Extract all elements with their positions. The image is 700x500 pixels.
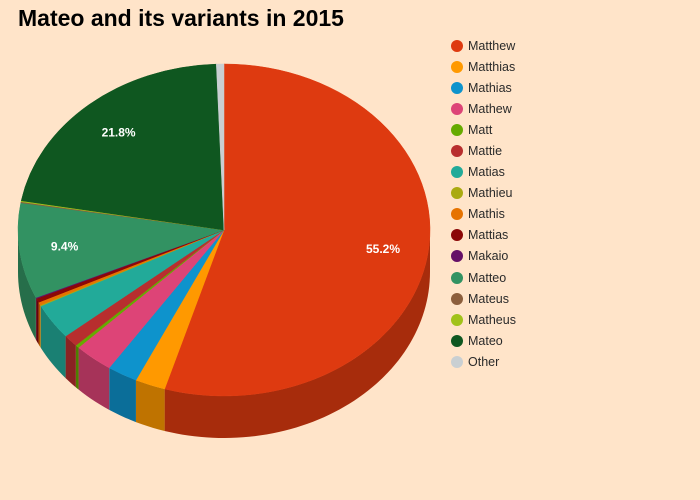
legend-item-other[interactable]: Other xyxy=(451,351,516,372)
legend-item-mathias[interactable]: Mathias xyxy=(451,77,516,98)
legend-swatch xyxy=(451,229,463,242)
legend-swatch xyxy=(451,81,463,94)
legend-item-matthias[interactable]: Matthias xyxy=(451,56,516,77)
legend-item-matteo[interactable]: Matteo xyxy=(451,267,516,288)
legend-label: Mathew xyxy=(468,101,512,116)
legend-label: Mattias xyxy=(468,228,509,243)
pie-side-mathew xyxy=(78,347,110,410)
pie-side-matt xyxy=(75,345,79,390)
legend-label: Mattie xyxy=(468,144,503,159)
legend-label: Matthew xyxy=(468,38,516,53)
legend-item-mathis[interactable]: Mathis xyxy=(451,204,516,225)
pie-side-matteo xyxy=(18,230,36,340)
pie-side-mattie xyxy=(65,336,76,388)
pie-side-mattias xyxy=(36,298,39,345)
legend-swatch xyxy=(451,102,463,115)
legend-label: Matt xyxy=(468,122,493,137)
pie-side-mathias xyxy=(109,367,136,423)
legend-swatch xyxy=(451,271,463,284)
legend-swatch xyxy=(451,39,463,52)
slice-label-matteo: 9.4% xyxy=(51,240,79,254)
chart-title: Mateo and its variants in 2015 xyxy=(18,5,344,31)
legend-swatch xyxy=(451,60,463,73)
pie-slice-other[interactable] xyxy=(216,63,225,231)
pie-slice-matthew[interactable] xyxy=(164,63,431,397)
pie-side-mathis xyxy=(38,302,41,348)
legend-item-mattias[interactable]: Mattias xyxy=(451,225,516,246)
legend-swatch xyxy=(451,123,463,136)
pie-slices xyxy=(17,63,431,397)
pie-side-matthew xyxy=(164,230,430,438)
slice-label-mateo: 21.8% xyxy=(102,125,136,139)
pie-sides xyxy=(18,230,430,438)
pie-side-matias xyxy=(40,306,66,379)
legend: Matthew Matthias Mathias Mathew Matt Mattie Ma… xyxy=(451,35,516,373)
legend-swatch xyxy=(451,145,463,158)
legend-label: Mateo xyxy=(468,333,503,348)
legend-item-mateus[interactable]: Mateus xyxy=(451,288,516,309)
legend-swatch xyxy=(451,250,463,263)
legend-label: Makaio xyxy=(468,249,509,264)
slice-label-matthew: 55.2% xyxy=(366,242,400,256)
legend-label: Mathis xyxy=(468,207,505,222)
legend-label: Mathias xyxy=(468,80,512,95)
legend-item-matias[interactable]: Matias xyxy=(451,162,516,183)
legend-swatch xyxy=(451,334,463,347)
legend-label: Matias xyxy=(468,165,505,180)
pie-side-mathieu xyxy=(40,305,41,349)
legend-label: Matthias xyxy=(468,59,516,74)
legend-label: Mathieu xyxy=(468,186,513,201)
legend-item-matthew[interactable]: Matthew xyxy=(451,35,516,56)
legend-item-matt[interactable]: Matt xyxy=(451,119,516,140)
legend-label: Mateus xyxy=(468,291,509,306)
pie-side-makaio xyxy=(35,297,37,341)
legend-item-mattie[interactable]: Mattie xyxy=(451,140,516,161)
pie-side-matthias xyxy=(135,380,165,431)
legend-swatch xyxy=(451,208,463,221)
legend-swatch xyxy=(451,166,463,179)
pie-slice-matteo[interactable] xyxy=(17,202,225,298)
legend-swatch xyxy=(451,292,463,305)
legend-item-matheus[interactable]: Matheus xyxy=(451,309,516,330)
legend-swatch xyxy=(451,355,463,368)
legend-label: Matheus xyxy=(468,312,516,327)
pie-slice-mateo[interactable] xyxy=(20,63,225,231)
legend-label: Other xyxy=(468,354,500,369)
legend-item-mathieu[interactable]: Mathieu xyxy=(451,183,516,204)
legend-swatch xyxy=(451,313,463,326)
legend-item-mateo[interactable]: Mateo xyxy=(451,330,516,351)
legend-item-mathew[interactable]: Mathew xyxy=(451,98,516,119)
legend-swatch xyxy=(451,187,463,200)
legend-label: Matteo xyxy=(468,270,507,285)
legend-item-makaio[interactable]: Makaio xyxy=(451,246,516,267)
